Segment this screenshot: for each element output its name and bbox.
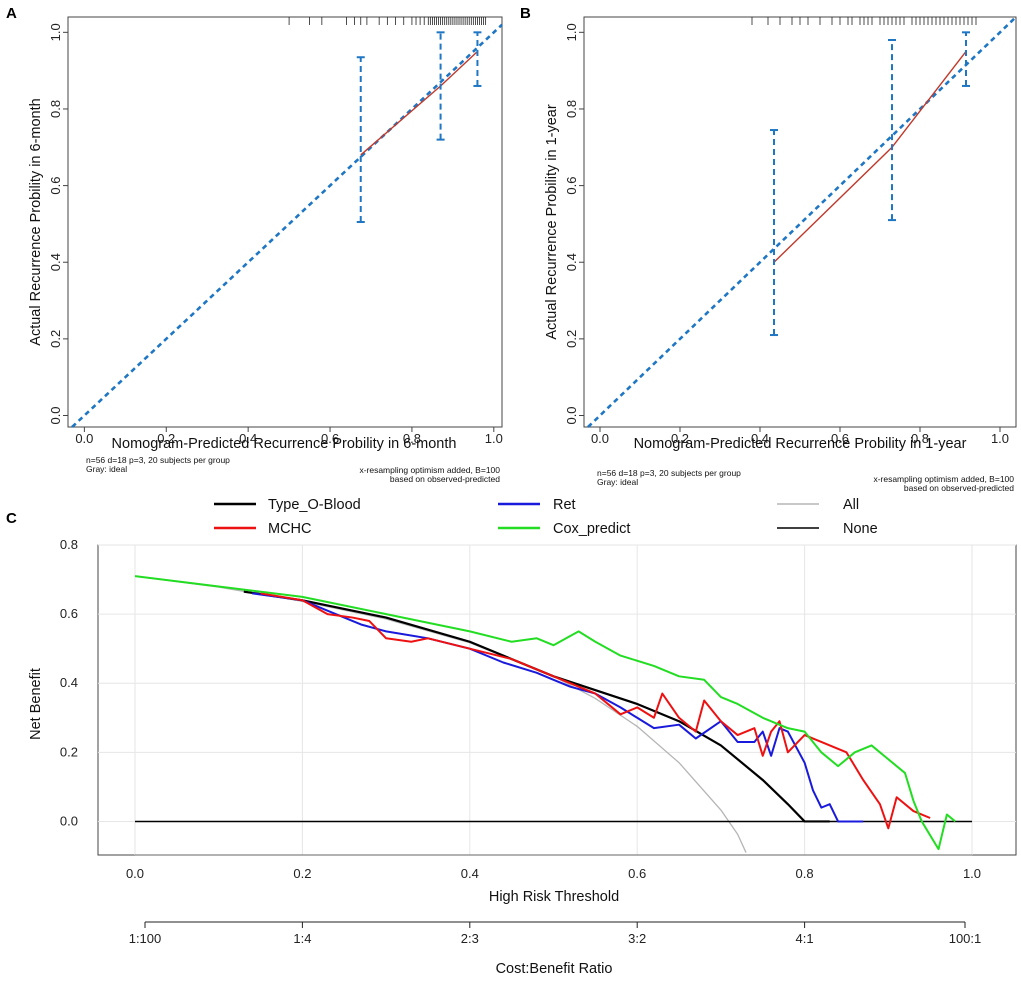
y-tick-label: 0.4 [60,675,78,690]
panel-a-error-bars [356,31,482,223]
panel-c-plot: 0.0 0.2 0.4 0.6 0.8 1.0 0.0 0.2 0.4 0.6 0.8 High … [28,537,1017,977]
panel-a-x-ticks: 0.0 0.2 0.4 0.6 0.8 1.0 [75,427,503,446]
x-tick-label: 0.8 [911,431,929,446]
cost-tick-label: 4:1 [796,931,814,946]
legend-label-mchc: MCHC [268,521,312,537]
panel-b-xlabel: Nomogram-Predicted Recurrence Probility … [634,436,967,452]
panel-a-calibration-line [360,50,478,156]
panel-label-a: A [6,5,17,22]
panel-b-rug [751,17,977,25]
x-tick-label: 0.0 [591,431,609,446]
series-line-ret [252,592,864,823]
panel-a-note-left-1: n=56 d=18 p=3, 20 subjects per group [86,455,230,465]
panel-b-ideal-line [587,16,1017,428]
panel-a-note-left-2: Gray: ideal [86,464,127,474]
cost-tick-label: 100:1 [949,931,982,946]
panel-b-note-left-1: n=56 d=18 p=3, 20 subjects per group [597,468,741,478]
panel-a-frame [67,16,503,428]
y-tick-label: 0.8 [60,537,78,552]
panel-b-y-ticks: 0.0 0.2 0.4 0.6 0.8 1.0 [564,23,584,425]
y-tick-label: 1.0 [564,23,579,41]
panel-c-cost-benefit-label: Cost:Benefit Ratio [496,961,613,977]
x-tick-label: 0.4 [461,866,479,881]
panel-c-frame [97,544,1017,856]
panel-c-ylabel: Net Benefit [28,668,44,740]
calibration-curve [360,50,478,156]
panel-c-grid [98,544,1016,855]
x-tick-label: 0.4 [239,431,257,446]
y-tick-label: 0.6 [564,177,579,195]
series-line-cox-predict [134,575,956,851]
ideal-diagonal [587,16,1017,428]
x-tick-label: 0.6 [628,866,646,881]
panel-c-series [134,575,972,853]
y-tick-label: 1.0 [48,23,63,41]
y-tick-label: 0.0 [564,406,579,424]
ideal-diagonal [71,23,503,428]
panel-b-frame [583,16,1017,428]
panel-label-c: C [6,510,17,527]
x-tick-label: 0.8 [403,431,421,446]
x-tick-label: 0.8 [796,866,814,881]
y-tick-label: 0.2 [60,744,78,759]
panel-c-y-ticks: 0.0 0.2 0.4 0.6 0.8 [60,537,78,828]
x-tick-label: 0.4 [751,431,769,446]
y-tick-label: 0.4 [48,253,63,271]
panel-a-xlabel: Nomogram-Predicted Recurrence Probility … [112,436,457,452]
legend-label-ret: Ret [553,497,576,513]
panel-a-rug [288,17,487,25]
panel-c-legend: Type_O-Blood Ret All MCHC Cox_predict No… [214,497,878,537]
x-tick-label: 1.0 [963,866,981,881]
panel-b-plot: 0.0 0.2 0.4 0.6 0.8 1.0 0.0 0.2 0.4 0.6 0.8 1.0 No… [544,16,1017,493]
panel-b-note-left-2: Gray: ideal [597,477,638,487]
panel-a-ideal-line [71,23,503,428]
x-tick-label: 0.2 [293,866,311,881]
panel-b-ylabel: Actual Recurrence Probility in 1-year [544,104,560,339]
panel-a-note-right-1: x-resampling optimism added, B=100 [359,465,500,475]
legend-label-none: None [843,521,878,537]
y-tick-label: 0.8 [564,100,579,118]
x-tick-label: 0.6 [321,431,339,446]
panel-c-xlabel: High Risk Threshold [489,889,619,905]
x-tick-label: 0.2 [671,431,689,446]
panel-b-note-right-1: x-resampling optimism added, B=100 [873,474,1014,484]
cost-tick-label: 3:2 [628,931,646,946]
panel-b-error-bars [770,31,970,337]
y-tick-label: 0.0 [48,406,63,424]
x-tick-label: 1.0 [485,431,503,446]
y-tick-label: 0.0 [60,813,78,828]
y-tick-label: 0.8 [48,100,63,118]
panel-a-plot: 0.0 0.2 0.4 0.6 0.8 1.0 0.0 0.2 0.4 0.6 0.8 1.0 No… [28,16,503,484]
x-tick-label: 0.0 [75,431,93,446]
cost-tick-label: 1:4 [293,931,311,946]
legend-label-type-o-blood: Type_O-Blood [268,497,361,513]
panel-c-cost-benefit-axis: 1:100 1:4 2:3 3:2 4:1 100:1 [129,921,982,946]
panel-b-x-ticks: 0.0 0.2 0.4 0.6 0.8 1.0 [591,427,1009,446]
legend-label-all: All [843,497,859,513]
cost-tick-label: 1:100 [129,931,162,946]
panel-b-note-right-2: based on observed-predicted [904,483,1014,493]
y-tick-label: 0.2 [564,330,579,348]
panel-a-ylabel: Actual Recurrence Probility in 6-month [28,98,44,345]
x-tick-label: 1.0 [991,431,1009,446]
series-line-type-o-blood [243,590,830,823]
x-tick-label: 0.0 [126,866,144,881]
x-tick-label: 0.6 [831,431,849,446]
legend-label-cox-predict: Cox_predict [553,521,630,537]
y-tick-label: 0.6 [60,606,78,621]
y-tick-label: 0.4 [564,253,579,271]
panel-a-y-ticks: 0.0 0.2 0.4 0.6 0.8 1.0 [48,23,68,425]
series-line-mchc [260,592,931,830]
panel-label-b: B [520,5,531,22]
y-tick-label: 0.6 [48,177,63,195]
panel-a-note-right-2: based on observed-predicted [390,474,500,484]
panel-c-x-ticks: 0.0 0.2 0.4 0.6 0.8 1.0 [126,854,981,881]
cost-tick-label: 2:3 [461,931,479,946]
y-tick-label: 0.2 [48,330,63,348]
x-tick-label: 0.2 [157,431,175,446]
